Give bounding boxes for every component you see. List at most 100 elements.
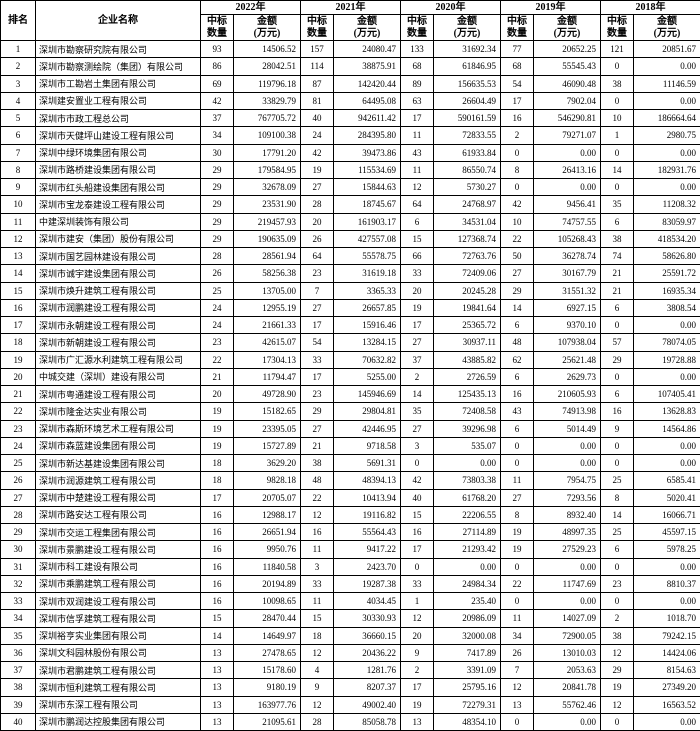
bid-count-cell: 29	[600, 660, 634, 680]
bid-count-cell: 20	[300, 212, 334, 231]
bid-count-cell: 42	[500, 195, 534, 214]
amount-cell: 17791.20	[233, 143, 301, 162]
bid-count-cell: 4	[300, 660, 334, 680]
bid-count-cell: 12	[500, 678, 534, 697]
amount-cell: 26651.94	[233, 522, 301, 542]
amount-cell: 36278.74	[533, 246, 601, 266]
amount-cell: 55564.43	[333, 522, 401, 542]
company-name-cell: 深圳市鹏润达控股集团有限公司	[35, 712, 201, 731]
bid-count-cell: 33	[300, 350, 334, 369]
amount-cell: 25591.72	[633, 264, 700, 283]
company-column-header: 企业名称	[35, 0, 201, 41]
amount-cell: 11840.58	[233, 557, 301, 576]
amount-cell: 0.00	[433, 453, 501, 473]
amount-cell: 28561.94	[233, 246, 301, 266]
amount-cell: 235.40	[433, 591, 501, 611]
company-name-cell: 深圳市双润建设工程有限公司	[35, 591, 201, 611]
bid-count-cell: 16	[200, 591, 234, 611]
table-header: 排名 企业名称 2022年 2021年 2020年 2019年 2018年 中标…	[0, 0, 700, 41]
bid-count-cell: 19	[500, 540, 534, 559]
rank-cell: 1	[0, 39, 36, 59]
bid-count-cell: 14	[600, 505, 634, 525]
bid-count-cell: 16	[200, 522, 234, 542]
bid-count-cell: 23	[300, 384, 334, 404]
bid-count-cell: 28	[300, 195, 334, 214]
company-name-cell: 深圳市路安达工程有限公司	[35, 505, 201, 525]
amount-cell: 9718.58	[333, 436, 401, 456]
amount-cell: 25795.16	[433, 678, 501, 697]
table-row: 30 深圳市景鹏建设工程有限公司 16 9950.76 11 9417.22 17 21293…	[0, 540, 700, 559]
year-header-2019: 2019年	[500, 0, 601, 15]
rank-cell: 19	[0, 350, 36, 369]
bid-count-cell: 8	[500, 505, 534, 525]
rank-cell: 6	[0, 126, 36, 145]
bid-count-subheader: 中标 数量	[200, 14, 234, 41]
amount-cell: 7417.89	[433, 643, 501, 663]
table-row: 39 深圳市东深工程有限公司 13 163977.76 12 49002.40 19 7227…	[0, 695, 700, 714]
amount-cell: 15727.89	[233, 436, 301, 456]
bid-count-cell: 69	[200, 74, 234, 93]
bid-count-cell: 19	[200, 436, 234, 456]
amount-cell: 26604.49	[433, 91, 501, 111]
bid-count-cell: 12	[400, 177, 434, 197]
amount-cell: 7902.04	[533, 91, 601, 111]
company-name-cell: 中建深圳装饰有限公司	[35, 212, 201, 231]
bid-count-cell: 6	[600, 212, 634, 231]
amount-cell: 2726.59	[433, 367, 501, 387]
bid-count-cell: 12	[300, 695, 334, 714]
amount-subheader: 金额 (万元)	[633, 14, 700, 41]
amount-cell: 1281.76	[333, 660, 401, 680]
bid-count-cell: 68	[500, 57, 534, 76]
amount-cell: 109100.38	[233, 126, 301, 145]
amount-cell: 107938.04	[533, 333, 601, 352]
amount-cell: 24984.34	[433, 574, 501, 594]
amount-cell: 72900.05	[533, 626, 601, 645]
bid-count-cell: 27	[400, 419, 434, 438]
amount-cell: 7954.75	[533, 471, 601, 490]
bid-count-cell: 3	[400, 436, 434, 456]
rank-cell: 26	[0, 471, 36, 490]
bid-count-cell: 17	[400, 678, 434, 697]
amount-cell: 0.00	[533, 143, 601, 162]
bid-count-cell: 37	[400, 350, 434, 369]
company-name-cell: 深圳市恒利建筑工程有限公司	[35, 678, 201, 697]
rank-cell: 29	[0, 522, 36, 542]
amount-cell: 24080.47	[333, 39, 401, 59]
amount-cell: 5020.41	[633, 488, 700, 507]
table-row: 33 深圳市双润建设工程有限公司 16 10098.65 11 4034.45 1 235.4…	[0, 591, 700, 611]
amount-cell: 5730.27	[433, 177, 501, 197]
rank-cell: 20	[0, 367, 36, 387]
amount-cell: 48354.10	[433, 712, 501, 731]
bid-count-cell: 28	[200, 246, 234, 266]
table-body: 1 深圳市勘察研究院有限公司 93 14506.52 157 24080.47 133 316…	[0, 39, 700, 731]
table-row: 40 深圳市鹏润达控股集团有限公司 13 21095.61 28 85058.78 13 48…	[0, 712, 700, 731]
amount-cell: 3365.33	[333, 281, 401, 300]
amount-cell: 0.00	[633, 557, 700, 576]
bid-count-cell: 22	[500, 574, 534, 594]
rank-cell: 40	[0, 712, 36, 731]
table-row: 13 深圳市国艺园林建设有限公司 28 28561.94 64 55578.75 66 727…	[0, 246, 700, 266]
bid-count-cell: 14	[400, 384, 434, 404]
bid-count-cell: 2	[400, 367, 434, 387]
amount-cell: 2629.73	[533, 367, 601, 387]
bid-count-cell: 64	[400, 195, 434, 214]
amount-cell: 78074.05	[633, 333, 700, 352]
bid-count-cell: 13	[200, 712, 234, 731]
company-name-cell: 深圳市勘察测绘院（集团）有限公司	[35, 57, 201, 76]
amount-cell: 8207.37	[333, 678, 401, 697]
amount-cell: 17304.13	[233, 350, 301, 369]
company-name-cell: 深圳市新朝建设工程有限公司	[35, 333, 201, 352]
amount-cell: 6585.41	[633, 471, 700, 490]
bid-count-cell: 24	[200, 298, 234, 318]
amount-cell: 142420.44	[333, 74, 401, 93]
bid-count-cell: 30	[200, 143, 234, 162]
amount-cell: 20245.28	[433, 281, 501, 300]
amount-cell: 8932.40	[533, 505, 601, 525]
bid-count-cell: 26	[200, 264, 234, 283]
bid-count-cell: 87	[300, 74, 334, 93]
bid-count-cell: 21	[200, 367, 234, 387]
rank-cell: 37	[0, 660, 36, 680]
bid-count-cell: 17	[500, 91, 534, 111]
amount-cell: 145946.69	[333, 384, 401, 404]
amount-cell: 83059.97	[633, 212, 700, 231]
